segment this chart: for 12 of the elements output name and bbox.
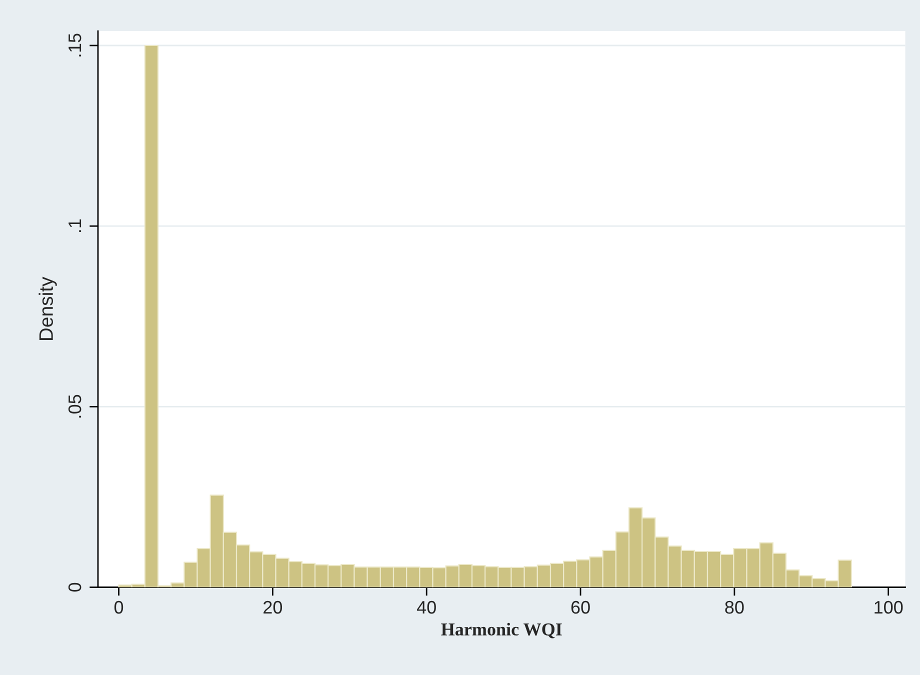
x-tick-label: 60 bbox=[571, 600, 590, 614]
x-tick-label: 0 bbox=[114, 600, 124, 614]
x-tick-label: 100 bbox=[874, 600, 903, 614]
x-tick-label: 80 bbox=[725, 600, 744, 614]
y-tick-label: .15 bbox=[68, 34, 82, 56]
x-tick-label: 20 bbox=[264, 600, 282, 614]
x-tick-label: 40 bbox=[416, 600, 436, 614]
x-axis-title: Harmonic WQI bbox=[441, 622, 562, 638]
y-tick-label: .1 bbox=[68, 219, 82, 232]
y-tick-label: 0 bbox=[68, 582, 82, 592]
y-axis-title: Density bbox=[38, 276, 57, 340]
y-tick-label: .05 bbox=[68, 394, 82, 418]
